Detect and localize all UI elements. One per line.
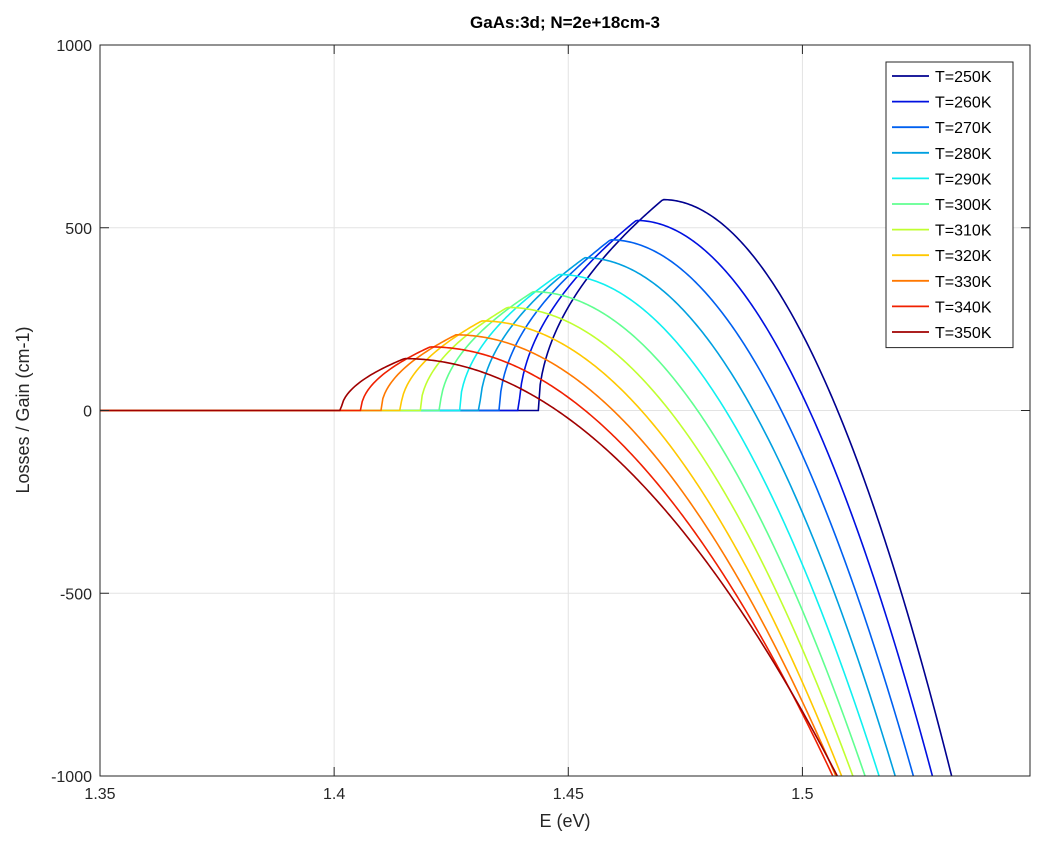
- legend-entry: T=340K: [935, 299, 992, 316]
- x-tick-label: 1.45: [553, 786, 584, 803]
- x-axis-label: E (eV): [539, 811, 590, 831]
- legend-entry: T=310K: [935, 223, 992, 240]
- legend-entry: T=350K: [935, 325, 992, 342]
- x-tick-label: 1.5: [791, 786, 813, 803]
- y-tick-label: -500: [60, 586, 92, 603]
- y-tick-label: 500: [65, 221, 92, 238]
- y-tick-label: -1000: [51, 769, 92, 786]
- y-axis-label: Losses / Gain (cm-1): [13, 326, 33, 493]
- legend-entry: T=270K: [935, 120, 992, 137]
- y-tick-label: 0: [83, 404, 92, 421]
- y-tick-label: 1000: [56, 38, 92, 55]
- x-tick-label: 1.4: [323, 786, 345, 803]
- series-line-T=350K: [100, 357, 839, 776]
- chart-title: GaAs:3d; N=2e+18cm-3: [470, 13, 660, 32]
- legend-entry: T=320K: [935, 248, 992, 265]
- legend-entry: T=290K: [935, 171, 992, 188]
- x-tick-label: 1.35: [84, 786, 115, 803]
- tick-labels: 1.35 1.4 1.45 1.5 -1000 -500 0 500 1000: [51, 38, 814, 803]
- legend: T=250K T=260K T=270K T=280K T=290K T=300K T=31…: [885, 61, 1014, 349]
- legend-entry: T=300K: [935, 197, 992, 214]
- legend-entry: T=330K: [935, 274, 992, 291]
- legend-entry: T=280K: [935, 146, 992, 163]
- legend-entry: T=260K: [935, 95, 992, 112]
- legend-entry: T=250K: [935, 69, 992, 86]
- tick-marks: [99, 44, 1030, 777]
- series-lines: [100, 198, 953, 776]
